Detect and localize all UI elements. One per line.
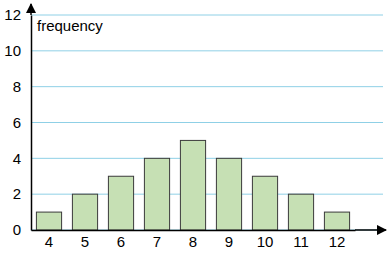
x-tick: 12 bbox=[329, 230, 346, 250]
bar bbox=[72, 194, 97, 230]
y-tick: 8 bbox=[13, 78, 31, 95]
bar bbox=[108, 176, 133, 230]
y-axis-label: frequency bbox=[37, 17, 103, 34]
y-tick-label: 10 bbox=[4, 42, 21, 59]
y-tick: 2 bbox=[13, 185, 31, 202]
bar bbox=[324, 212, 349, 230]
y-tick-label: 8 bbox=[13, 78, 21, 95]
x-tick: 10 bbox=[257, 230, 274, 250]
x-tick: 7 bbox=[153, 230, 161, 250]
x-tick-label: 11 bbox=[293, 233, 309, 250]
y-tick: 12 bbox=[4, 6, 31, 23]
bars bbox=[36, 140, 349, 230]
bar bbox=[144, 158, 169, 230]
x-tick-label: 5 bbox=[81, 233, 89, 250]
grid-line bbox=[31, 86, 383, 87]
x-axis-line bbox=[32, 230, 356, 232]
y-tick: 4 bbox=[13, 150, 31, 167]
y-tick-label: 6 bbox=[13, 114, 21, 131]
y-tick-label: 0 bbox=[13, 221, 21, 238]
x-tick: 8 bbox=[189, 230, 197, 250]
y-tick-label: 2 bbox=[13, 185, 21, 202]
x-tick: 6 bbox=[117, 230, 125, 250]
bar bbox=[36, 212, 61, 230]
grid-line bbox=[31, 122, 383, 123]
grid-line bbox=[31, 50, 383, 51]
bar bbox=[288, 194, 313, 230]
x-tick-label: 7 bbox=[153, 233, 161, 250]
bar bbox=[216, 158, 241, 230]
grid-line bbox=[31, 15, 383, 16]
y-tick: 0 bbox=[13, 221, 31, 238]
x-tick-label: 8 bbox=[189, 233, 197, 250]
x-tick-label: 12 bbox=[329, 233, 346, 250]
x-tick-label: 10 bbox=[257, 233, 274, 250]
x-axis-arrow bbox=[355, 229, 386, 231]
y-tick-label: 12 bbox=[4, 6, 21, 23]
y-axis-line bbox=[31, 16, 33, 231]
y-tick-label: 4 bbox=[13, 150, 21, 167]
x-axis: 4 5 6 7 8 9 10 11 12 bbox=[32, 230, 356, 250]
x-tick-label: 4 bbox=[45, 233, 53, 250]
bar bbox=[252, 176, 277, 230]
x-tick: 9 bbox=[225, 230, 233, 250]
y-axis: 0 2 4 6 8 10 12 bbox=[4, 6, 31, 238]
x-tick: 11 bbox=[293, 230, 309, 250]
x-tick: 5 bbox=[81, 230, 89, 250]
y-tick: 6 bbox=[13, 114, 31, 131]
y-tick: 10 bbox=[4, 42, 31, 59]
y-axis-arrow bbox=[30, 4, 32, 15]
x-tick-label: 6 bbox=[117, 233, 125, 250]
x-tick: 4 bbox=[45, 230, 53, 250]
x-tick-label: 9 bbox=[225, 233, 233, 250]
bar bbox=[180, 140, 205, 230]
grid-line bbox=[31, 158, 383, 159]
grid bbox=[31, 15, 383, 230]
chart: 0 2 4 6 8 10 12 4 5 6 7 8 9 10 11 12 frequency bbox=[0, 0, 391, 258]
